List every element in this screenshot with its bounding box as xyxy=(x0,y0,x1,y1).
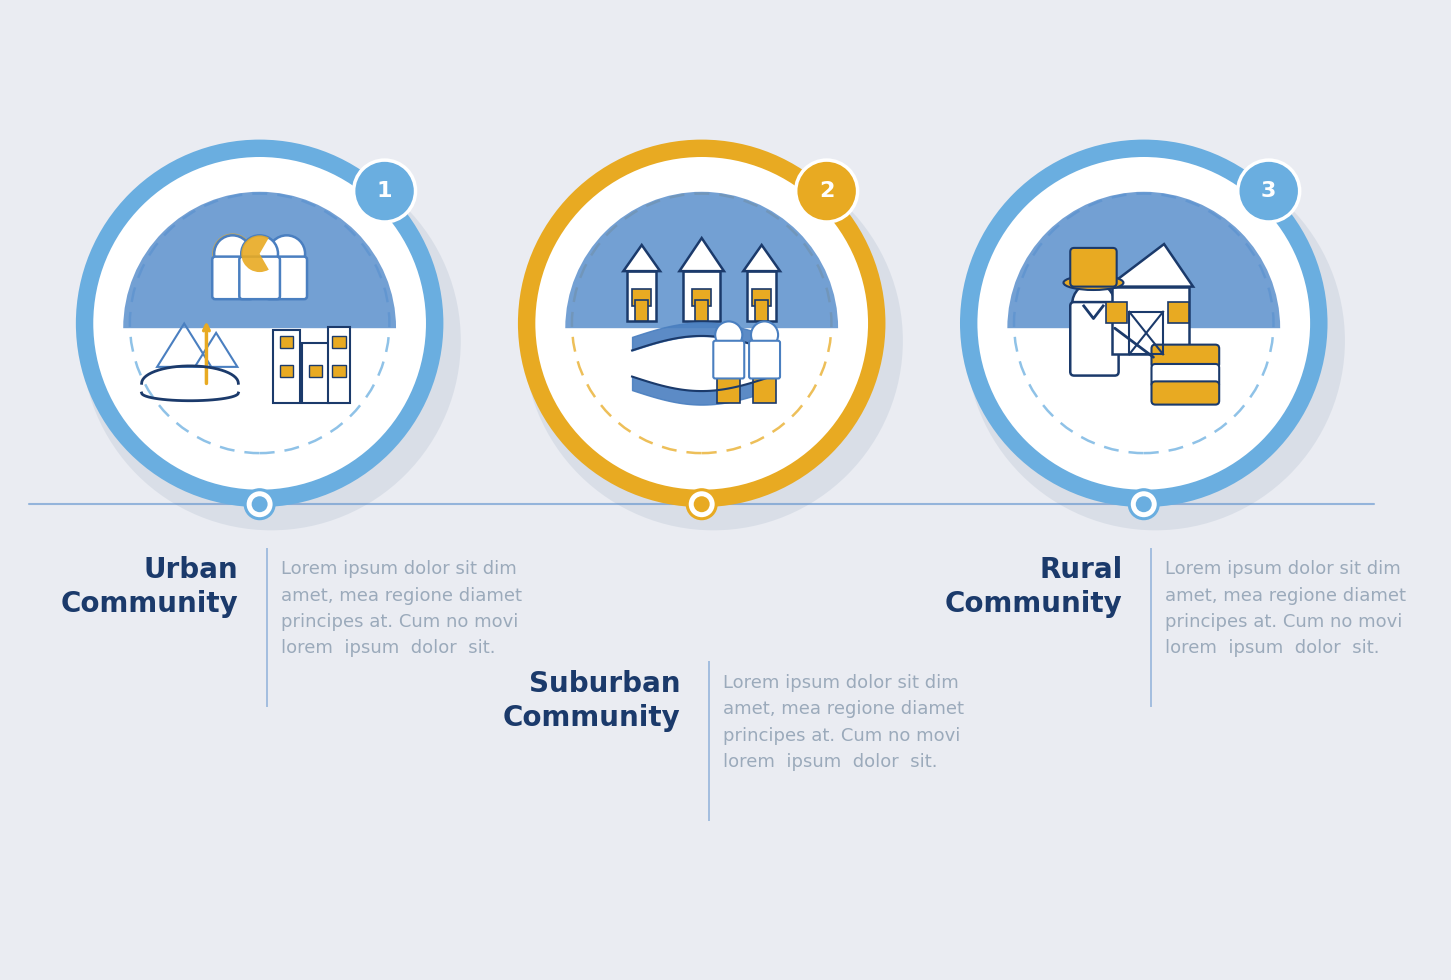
Circle shape xyxy=(978,157,1310,490)
Circle shape xyxy=(93,157,427,490)
Bar xyxy=(627,271,656,321)
Bar xyxy=(636,300,649,321)
Circle shape xyxy=(524,151,903,530)
Polygon shape xyxy=(624,245,660,271)
Bar xyxy=(280,336,293,348)
Circle shape xyxy=(1136,496,1152,513)
Bar xyxy=(1168,302,1190,323)
Bar xyxy=(695,300,708,321)
Bar xyxy=(1106,302,1127,323)
Circle shape xyxy=(251,496,267,513)
FancyBboxPatch shape xyxy=(1152,364,1219,387)
Circle shape xyxy=(795,160,858,222)
FancyBboxPatch shape xyxy=(267,257,308,299)
Text: Lorem ipsum dolor sit dim
amet, mea regione diamet
principes at. Cum no movi
lor: Lorem ipsum dolor sit dim amet, mea regi… xyxy=(281,561,522,658)
Bar xyxy=(1129,312,1164,355)
Circle shape xyxy=(966,151,1345,530)
Bar xyxy=(273,330,300,403)
Bar xyxy=(752,288,772,306)
Text: Lorem ipsum dolor sit dim
amet, mea regione diamet
principes at. Cum no movi
lor: Lorem ipsum dolor sit dim amet, mea regi… xyxy=(723,674,963,771)
Bar xyxy=(309,365,322,376)
FancyBboxPatch shape xyxy=(749,341,781,378)
Text: 1: 1 xyxy=(377,181,392,201)
Text: Lorem ipsum dolor sit dim
amet, mea regione diamet
principes at. Cum no movi
lor: Lorem ipsum dolor sit dim amet, mea regi… xyxy=(1165,561,1406,658)
Circle shape xyxy=(694,496,710,513)
Text: 3: 3 xyxy=(1261,181,1277,201)
Circle shape xyxy=(215,235,251,272)
Circle shape xyxy=(535,157,868,490)
Bar xyxy=(1111,286,1190,355)
Bar xyxy=(280,365,293,376)
Bar xyxy=(633,288,651,306)
Wedge shape xyxy=(566,192,839,328)
Bar xyxy=(755,300,769,321)
Wedge shape xyxy=(241,235,268,272)
FancyBboxPatch shape xyxy=(714,341,744,378)
FancyBboxPatch shape xyxy=(1152,381,1219,405)
Circle shape xyxy=(354,160,415,222)
Circle shape xyxy=(715,321,743,349)
Circle shape xyxy=(268,235,305,272)
Text: 2: 2 xyxy=(818,181,834,201)
Wedge shape xyxy=(123,192,396,328)
Ellipse shape xyxy=(1064,275,1123,290)
Wedge shape xyxy=(1007,192,1280,328)
Bar xyxy=(717,362,740,403)
Circle shape xyxy=(961,139,1328,507)
Polygon shape xyxy=(1109,244,1193,286)
FancyBboxPatch shape xyxy=(239,257,280,299)
Bar xyxy=(332,365,345,376)
Bar xyxy=(302,343,329,403)
Circle shape xyxy=(75,139,444,507)
Bar xyxy=(332,336,345,348)
Circle shape xyxy=(688,490,717,518)
FancyBboxPatch shape xyxy=(1071,248,1117,286)
Circle shape xyxy=(1072,283,1114,325)
Circle shape xyxy=(518,139,885,507)
Text: Suburban
Community: Suburban Community xyxy=(502,670,681,732)
FancyBboxPatch shape xyxy=(1152,345,1219,368)
Bar xyxy=(692,288,711,306)
Circle shape xyxy=(241,235,279,272)
Polygon shape xyxy=(743,245,781,271)
Bar xyxy=(753,362,776,403)
Text: Rural
Community: Rural Community xyxy=(945,557,1123,617)
Wedge shape xyxy=(212,233,250,274)
Bar xyxy=(683,271,720,321)
Circle shape xyxy=(752,321,778,349)
FancyBboxPatch shape xyxy=(1071,302,1119,375)
Bar xyxy=(328,327,350,403)
Bar xyxy=(747,271,776,321)
Text: Urban
Community: Urban Community xyxy=(61,557,238,617)
Circle shape xyxy=(1238,160,1300,222)
FancyBboxPatch shape xyxy=(212,257,252,299)
Circle shape xyxy=(1129,490,1158,518)
Polygon shape xyxy=(679,238,724,271)
Circle shape xyxy=(81,151,461,530)
Circle shape xyxy=(245,490,274,518)
